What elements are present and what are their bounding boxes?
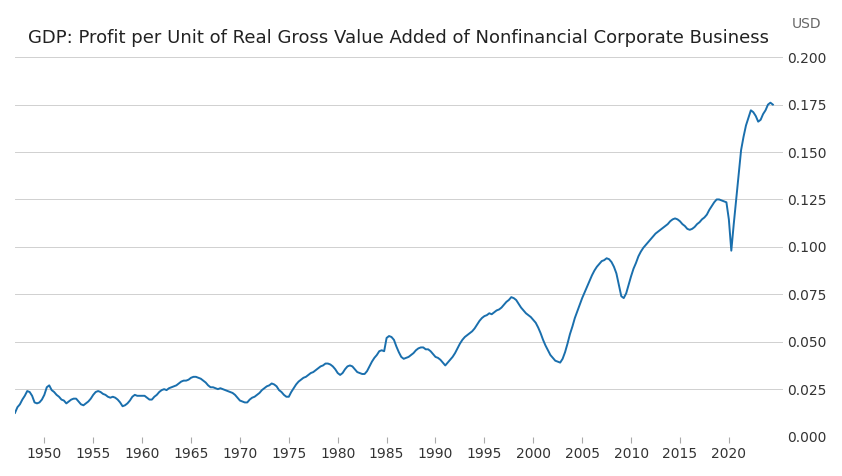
- Text: USD: USD: [791, 17, 821, 31]
- Title: GDP: Profit per Unit of Real Gross Value Added of Nonfinancial Corporate Busines: GDP: Profit per Unit of Real Gross Value…: [29, 30, 770, 47]
